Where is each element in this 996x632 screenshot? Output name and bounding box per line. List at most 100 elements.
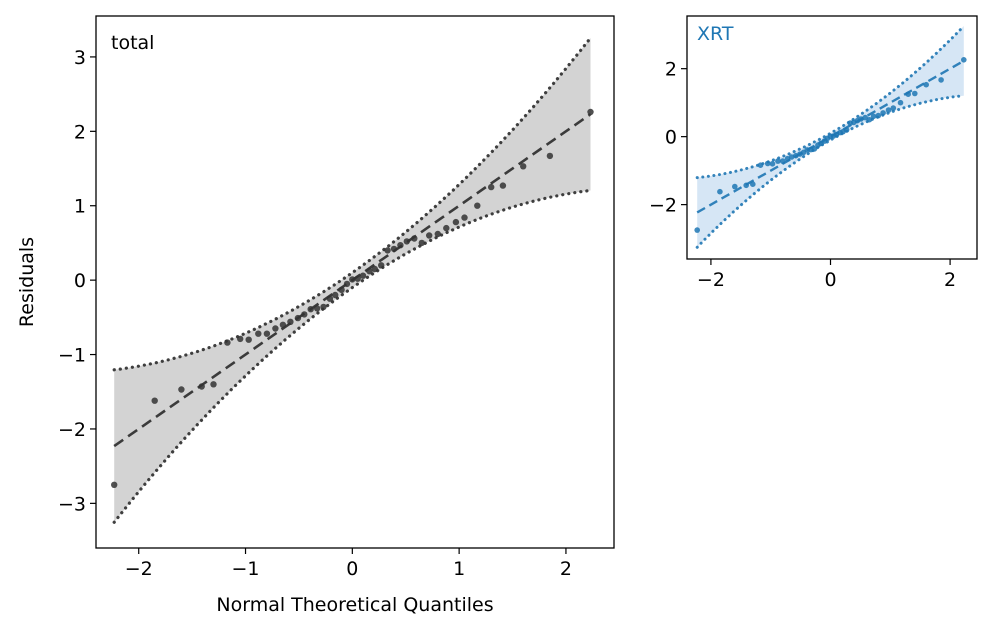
xrt-axes-frame: [686, 15, 978, 260]
total-data-point: [397, 242, 404, 249]
xrt-data-point: [775, 158, 781, 164]
xrt-data-point: [875, 112, 882, 119]
xrt-panel-label: XRT: [697, 23, 734, 45]
xrt-data-point: [912, 90, 918, 97]
xrt-data-point: [793, 152, 799, 159]
xrt-fit-line: [696, 59, 965, 214]
total-x-tick-label: −2: [125, 558, 153, 580]
total-data-point: [294, 314, 302, 322]
total-data-point: [546, 152, 554, 160]
total-data-point: [198, 383, 205, 390]
xrt-y-tick-label: 0: [665, 127, 677, 149]
xrt-panel: −2 0 2 −2 0 2 XRT: [649, 15, 978, 291]
total-data-point: [301, 311, 308, 318]
xrt-band-lower-line: [695, 94, 966, 249]
total-x-tick-label: 2: [560, 558, 572, 580]
total-data-point: [403, 238, 410, 245]
xrt-data-point: [743, 182, 749, 189]
total-data-point: [390, 245, 398, 253]
total-data-point: [272, 325, 279, 332]
xrt-data-point: [862, 114, 868, 121]
xrt-y-tick-label: −2: [649, 195, 677, 217]
total-data-point: [461, 214, 468, 221]
total-data-point: [443, 224, 450, 232]
total-data-point: [320, 303, 327, 311]
xrt-data-point: [717, 188, 723, 195]
xrt-plot-area: [694, 24, 967, 249]
total-panel-label: total: [111, 32, 154, 54]
total-y-tick-label: 0: [74, 270, 86, 292]
total-data-point: [343, 280, 351, 288]
total-data-point: [488, 183, 495, 191]
xrt-x-axis: −2 0 2: [697, 259, 956, 291]
xrt-data-point: [905, 91, 911, 97]
total-data-point: [224, 339, 231, 346]
total-panel: −2 −1 0 1 2 −3 −2 −1 0 1 2 3 total Normal Theoreti…: [16, 15, 615, 616]
total-data-point: [255, 330, 262, 337]
total-x-axis: −2 −1 0 1 2: [125, 548, 572, 580]
total-data-point: [366, 268, 373, 275]
total-data-point: [338, 286, 345, 293]
total-data-point: [520, 163, 527, 170]
total-y-tick-label: −1: [58, 345, 86, 367]
xrt-data-point: [890, 105, 897, 111]
total-data-point: [371, 265, 378, 273]
total-data-point: [354, 275, 361, 282]
total-data-point: [384, 247, 391, 254]
total-plot-area: [111, 36, 594, 524]
total-data-point: [245, 336, 252, 343]
xrt-data-point: [811, 146, 818, 152]
xrt-data-point: [694, 227, 700, 233]
total-x-tick-label: 0: [346, 558, 358, 580]
xrt-data-point: [732, 183, 738, 190]
total-data-point: [210, 381, 217, 388]
total-data-point: [178, 386, 185, 393]
xrt-data-point: [938, 77, 944, 83]
total-axes-frame: [95, 15, 615, 549]
total-data-point: [499, 182, 507, 189]
xrt-data-point: [885, 107, 892, 113]
total-data-point: [474, 202, 481, 209]
total-data-point: [279, 321, 287, 328]
y-axis-title: Residuals: [16, 237, 38, 327]
total-data-point: [434, 230, 441, 238]
total-x-tick-label: 1: [453, 558, 465, 580]
total-data-point: [452, 218, 460, 226]
total-data-point: [378, 262, 385, 269]
xrt-data-point: [897, 99, 904, 106]
total-data-point: [263, 330, 271, 337]
total-data-point: [418, 239, 425, 247]
xrt-data-point: [923, 81, 929, 88]
total-data-point: [587, 108, 594, 116]
total-y-tick-label: −3: [58, 493, 86, 515]
xrt-y-tick-label: 2: [665, 59, 677, 81]
xrt-data-point: [750, 181, 756, 187]
total-data-point: [111, 481, 118, 488]
total-y-tick-label: 1: [74, 196, 86, 218]
xrt-y-axis: −2 0 2: [649, 59, 687, 217]
total-data-point: [307, 306, 314, 313]
xrt-x-tick-label: 0: [824, 269, 836, 291]
xrt-data-point: [866, 116, 873, 123]
total-data-point: [411, 235, 418, 242]
total-data-point: [287, 318, 294, 325]
total-data-point: [151, 397, 158, 404]
xrt-data-point: [843, 127, 850, 133]
total-data-point: [332, 291, 339, 299]
total-data-point: [237, 335, 244, 343]
xrt-data-point: [961, 57, 967, 63]
total-x-tick-label: −1: [232, 558, 260, 580]
xrt-data-point: [764, 160, 771, 167]
xrt-data-point: [880, 110, 886, 116]
xrt-data-point: [779, 158, 786, 164]
xrt-data-point: [870, 113, 877, 120]
x-axis-title: Normal Theoretical Quantiles: [216, 594, 493, 616]
xrt-data-point: [788, 154, 795, 160]
xrt-band-upper-line: [695, 24, 966, 180]
total-data-point: [326, 295, 334, 302]
xrt-x-tick-label: −2: [697, 269, 725, 291]
total-data-point: [349, 276, 356, 283]
total-data-point: [359, 272, 367, 279]
xrt-data-point: [757, 162, 764, 168]
